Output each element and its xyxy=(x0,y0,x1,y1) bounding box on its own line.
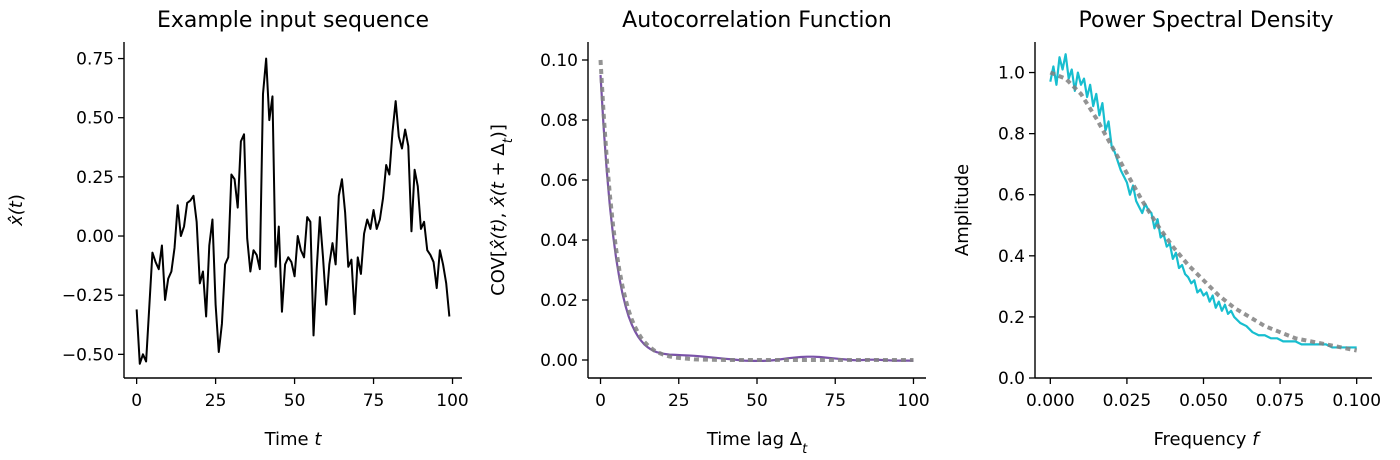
y-tick-label: 1.0 xyxy=(998,64,1025,84)
label-part: t xyxy=(6,200,27,208)
x-tick-label: 50 xyxy=(746,391,768,411)
x-tick-label: 25 xyxy=(205,391,227,411)
x-tick-label: 75 xyxy=(824,391,846,411)
label-part: x̂(t) xyxy=(488,218,509,251)
label-part: Time xyxy=(264,429,315,450)
label-part: Frequency xyxy=(1153,429,1252,450)
panel-2-y-label: COV[x̂(t), x̂(t + Δt)] xyxy=(488,124,516,296)
panel-3-xticks: 0.000 0.025 0.050 0.075 0.100 xyxy=(1026,378,1381,411)
y-tick-label: 0.10 xyxy=(540,51,578,71)
x-tick-label: 0.000 xyxy=(1026,391,1075,411)
x-tick-label: 0 xyxy=(595,391,606,411)
panel-2-xticks: 0 25 50 75 100 xyxy=(595,378,930,411)
label-part: x̂( xyxy=(6,207,27,227)
label-part: + Δ xyxy=(488,143,509,183)
x-tick-label: 100 xyxy=(897,391,929,411)
panel-3-plot xyxy=(1049,53,1358,353)
x-tick-label: 25 xyxy=(668,391,690,411)
series-line-1 xyxy=(1049,53,1357,349)
panel-1-yticks: −0.50 −0.25 0.00 0.25 0.50 0.75 xyxy=(62,50,124,365)
label-part: x̂(t xyxy=(488,181,509,208)
x-tick-label: 0.050 xyxy=(1179,391,1228,411)
x-tick-label: 75 xyxy=(363,391,385,411)
panel-1-y-label: x̂(t) xyxy=(6,194,27,227)
series-line-1 xyxy=(135,57,451,365)
panel-3-x-label-text: Frequency f xyxy=(1153,429,1261,450)
label-part: ) xyxy=(6,194,27,201)
x-tick-label: 0.025 xyxy=(1103,391,1152,411)
series-line-2 xyxy=(598,59,914,362)
x-tick-label: 0.100 xyxy=(1332,391,1381,411)
label-part: t xyxy=(501,137,516,143)
x-tick-label: 50 xyxy=(284,391,306,411)
panel-2: Autocorrelation Function 0 25 50 75 100 0.00… xyxy=(488,8,930,457)
series-line-1 xyxy=(599,74,914,362)
y-tick-label: 0.02 xyxy=(540,291,578,311)
panel-3-y-label: Amplitude xyxy=(952,164,973,256)
panel-2-x-label-text: Time lag Δt xyxy=(706,429,808,457)
panel-1-plot xyxy=(135,57,451,365)
panel-1-x-label-text: Time t xyxy=(264,429,323,450)
x-tick-label: 0.075 xyxy=(1256,391,1305,411)
panel-1-xticks: 0 25 50 75 100 xyxy=(131,378,469,411)
panel-2-plot xyxy=(598,59,914,362)
panel-1-x-label: Time t xyxy=(264,429,323,450)
y-tick-label: 0.08 xyxy=(540,111,578,131)
label-part: COV[ xyxy=(488,250,509,296)
panel-3: Power Spectral Density 0.000 0.025 0.050 0.… xyxy=(952,8,1381,450)
y-tick-label: 0.2 xyxy=(998,308,1025,328)
label-part: t xyxy=(314,429,322,450)
label-part: Amplitude xyxy=(952,164,973,256)
y-tick-label: 0.00 xyxy=(76,227,114,247)
y-tick-label: 0.8 xyxy=(998,125,1025,145)
x-tick-label: 0 xyxy=(131,391,142,411)
panel-2-y-label-text: COV[x̂(t), x̂(t + Δt)] xyxy=(488,124,516,296)
y-tick-label: 0.6 xyxy=(998,186,1025,206)
panel-3-x-label: Frequency f xyxy=(1153,429,1261,450)
panel-1: Example input sequence 0 25 50 75 100 −0.50−… xyxy=(6,8,469,450)
panel-3-title: Power Spectral Density xyxy=(1079,8,1334,33)
label-part: t xyxy=(802,442,808,457)
y-tick-label: 0.04 xyxy=(540,231,578,251)
panel-1-y-label-text: x̂(t) xyxy=(6,194,27,227)
label-part: Time lag Δ xyxy=(706,429,803,450)
y-tick-label: 0.25 xyxy=(76,168,114,188)
label-part: , xyxy=(488,207,509,218)
y-tick-label: −0.50 xyxy=(62,345,114,365)
panel-2-yticks: 0.00 0.02 0.04 0.06 0.08 0.10 xyxy=(540,51,588,371)
y-tick-label: −0.25 xyxy=(62,286,114,306)
panel-3-yticks: 0.0 0.2 0.4 0.6 0.8 1.0 xyxy=(998,64,1035,389)
y-tick-label: 0.0 xyxy=(998,369,1025,389)
panel-3-y-label-text: Amplitude xyxy=(952,164,973,256)
label-part: )] xyxy=(488,124,509,138)
panel-2-x-label: Time lag Δt xyxy=(706,429,808,457)
series-line-2 xyxy=(1049,70,1358,353)
panel-2-title: Autocorrelation Function xyxy=(622,8,892,33)
y-tick-label: 0.75 xyxy=(76,50,114,70)
panel-1-title: Example input sequence xyxy=(157,8,429,33)
x-tick-label: 100 xyxy=(436,391,468,411)
y-tick-label: 0.4 xyxy=(998,247,1025,267)
label-part: f xyxy=(1252,429,1261,450)
y-tick-label: 0.00 xyxy=(540,351,578,371)
y-tick-label: 0.50 xyxy=(76,109,114,129)
y-tick-label: 0.06 xyxy=(540,171,578,191)
